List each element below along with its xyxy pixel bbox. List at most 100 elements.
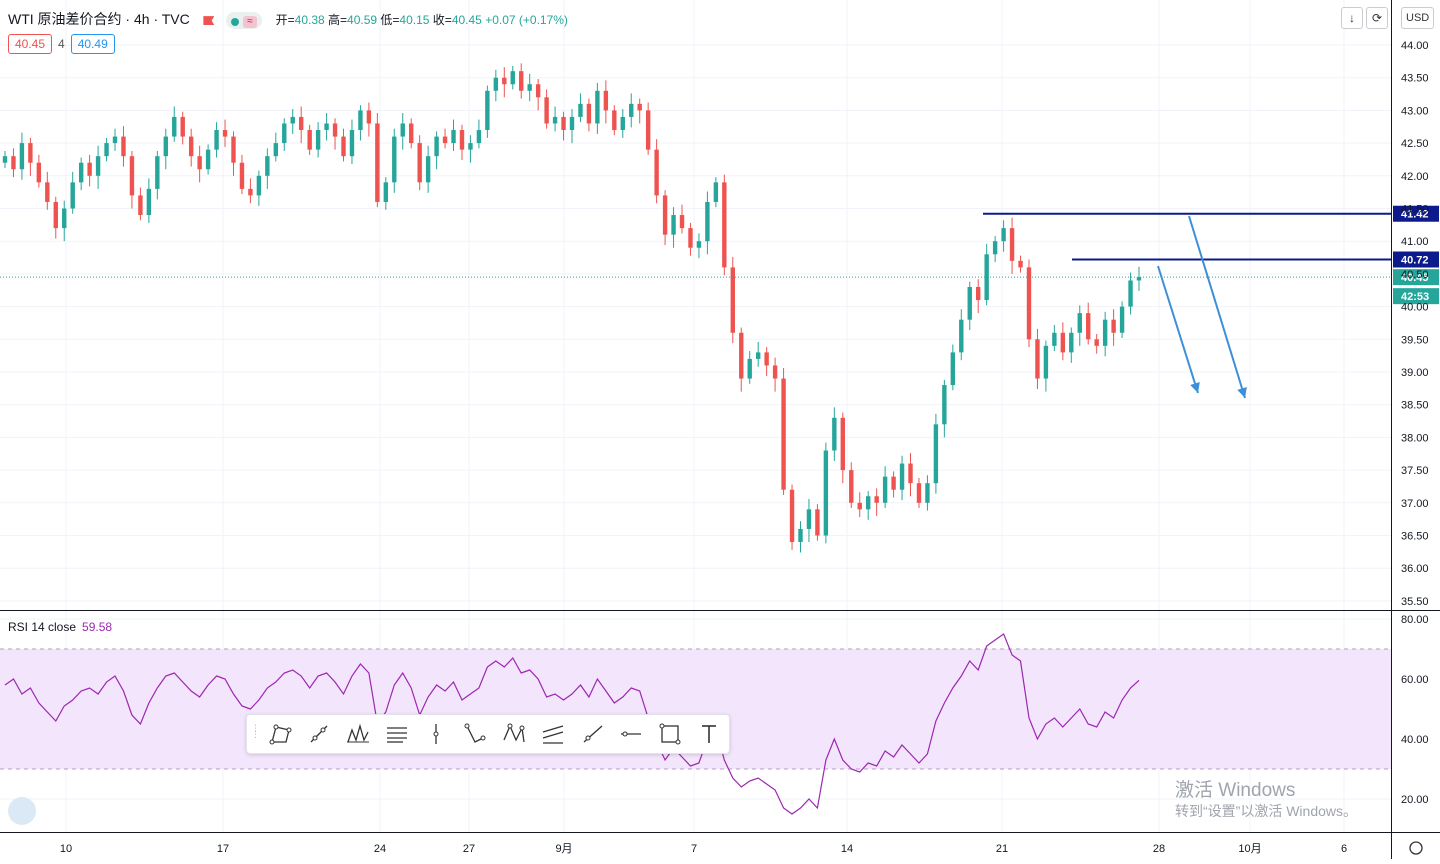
candle (256, 170, 262, 206)
candle-body (781, 378, 786, 490)
parallel-channel-icon[interactable] (537, 718, 569, 750)
candle-body (815, 509, 820, 536)
settings-gear-icon (1409, 841, 1423, 855)
candle (1128, 272, 1133, 315)
projection-arrow-long (1188, 215, 1246, 399)
candle (713, 177, 719, 208)
candle-body (442, 136, 448, 144)
candle-body (1102, 319, 1108, 346)
drag-handle-icon[interactable]: ⋮ ⋮ (251, 723, 260, 739)
text-tool-icon[interactable] (693, 718, 725, 750)
candle-body (214, 130, 219, 150)
candle (1052, 324, 1057, 352)
candle (772, 357, 778, 392)
candle (1043, 340, 1049, 392)
candle-body (671, 215, 676, 235)
price-tick-label: 43.00 (1401, 105, 1429, 117)
candle-body (629, 103, 634, 117)
rsi-value: 59.58 (82, 620, 113, 634)
candle-body (654, 149, 659, 196)
rectangle-icon[interactable] (654, 718, 686, 750)
candle (214, 122, 219, 158)
candle-body (87, 162, 92, 176)
candle-body (307, 130, 312, 150)
data-status-pill[interactable]: ≈ (226, 12, 262, 30)
candle-body (535, 84, 541, 98)
candle (984, 243, 989, 306)
ask-price[interactable]: 40.49 (70, 34, 115, 54)
candle-body (976, 286, 981, 301)
candle-body (341, 136, 346, 157)
pitchfork-pattern-icon[interactable] (342, 718, 374, 750)
drawing-toolbar: ⋮ ⋮ (246, 714, 730, 754)
candle-body (1035, 339, 1040, 379)
candle (840, 412, 846, 484)
abcd-pattern-icon[interactable] (459, 718, 491, 750)
horizontal-line-icon[interactable] (615, 718, 647, 750)
time-tick-label: 28 (1153, 843, 1165, 855)
candle (231, 131, 236, 176)
candle-body (290, 116, 295, 124)
candle (722, 174, 727, 276)
currency-button[interactable]: USD (1401, 7, 1435, 29)
rsi-legend[interactable]: RSI 14 close 59.58 (8, 620, 112, 634)
bid-price[interactable]: 40.45 (8, 34, 53, 54)
trend-line-icon[interactable] (303, 718, 335, 750)
vertical-line-icon[interactable] (420, 718, 452, 750)
rsi-tick-label: 80.00 (1401, 614, 1429, 626)
candle (290, 109, 295, 134)
candle-body (1094, 339, 1099, 346)
candle-body (950, 352, 956, 386)
time-tick-label: 14 (841, 843, 853, 855)
candle (112, 128, 118, 151)
candle (451, 119, 456, 151)
fullscreen-button[interactable]: ⟳ (1366, 7, 1388, 29)
candle (739, 327, 744, 392)
candle-body (392, 136, 397, 183)
candle-body (282, 123, 287, 144)
candle (857, 492, 862, 518)
candle (679, 204, 685, 234)
candle (781, 368, 786, 495)
candle (798, 521, 803, 553)
candle (442, 128, 448, 149)
candle-body (400, 123, 405, 137)
xabcd-pattern-icon[interactable] (498, 718, 530, 750)
candle (188, 128, 194, 167)
candle (222, 119, 228, 148)
candle (11, 148, 16, 178)
candle-body (451, 130, 456, 144)
tradingview-logo[interactable] (8, 797, 36, 825)
candle-body (595, 90, 600, 124)
fib-retracement-icon[interactable] (381, 718, 413, 750)
price-tick-label: 38.00 (1401, 432, 1429, 444)
activation-watermark-title: 激活 Windows (1175, 780, 1296, 801)
candle (849, 462, 854, 509)
ray-line-icon[interactable] (576, 718, 608, 750)
triangle-pattern-icon[interactable] (264, 718, 296, 750)
flag-icon[interactable] (203, 16, 215, 26)
candle (586, 98, 592, 132)
candle (459, 124, 465, 161)
ohlc-readout: 开=40.38 高=40.59 低=40.15 收=40.45 +0.07 (+… (275, 13, 568, 27)
candle-body (138, 195, 143, 216)
resistance-price-label: 41.42 (1401, 209, 1429, 221)
candle (375, 113, 380, 208)
candle-body (315, 130, 321, 150)
price-tick-label: 43.50 (1401, 73, 1429, 85)
scroll-down-button[interactable]: ↓ (1341, 7, 1363, 29)
symbol-title[interactable]: WTI 原油差价合约 · 4h · TVC (8, 11, 190, 27)
projection-arrow-short (1157, 265, 1199, 394)
candle (544, 89, 549, 129)
candle (1086, 302, 1091, 345)
candle-body (840, 417, 846, 471)
candle-body (409, 123, 414, 144)
candle-body (1086, 313, 1091, 340)
candle (138, 187, 143, 221)
candle (129, 150, 135, 209)
candle-body (468, 143, 473, 150)
candle (967, 281, 972, 331)
candle-body (231, 136, 236, 163)
candle-body (789, 489, 795, 543)
candle (561, 111, 566, 141)
